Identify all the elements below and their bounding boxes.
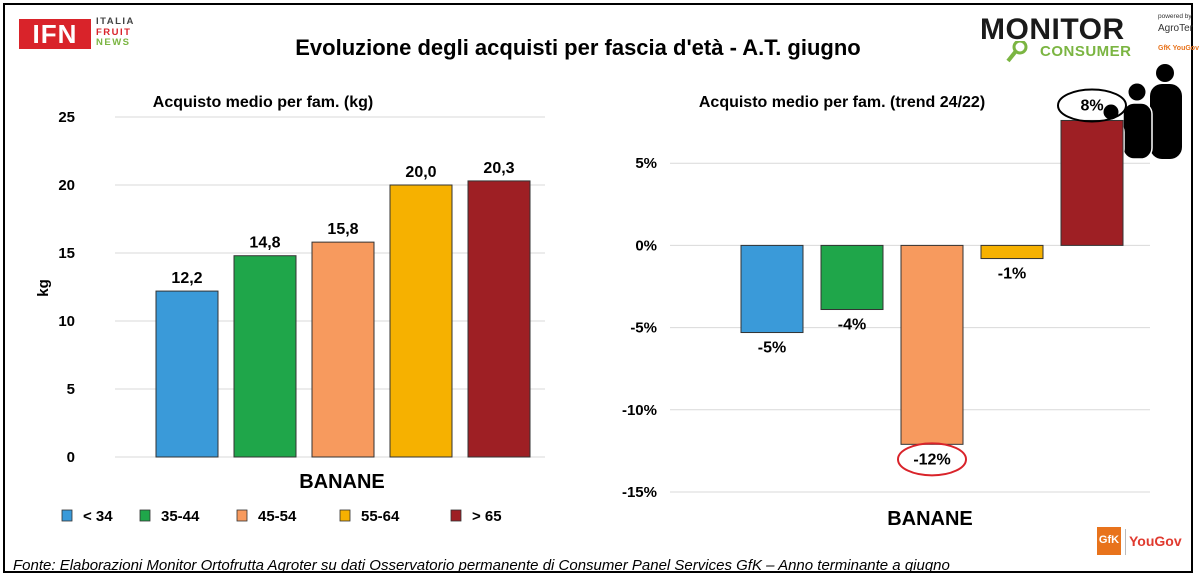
agroter-label: AgroTer xyxy=(1158,23,1194,34)
magnifier-icon xyxy=(1006,41,1028,63)
right-chart-y-tick: -10% xyxy=(622,402,657,419)
gfk-logo: GfK xyxy=(1097,527,1121,555)
right-chart-data-label: -5% xyxy=(758,340,786,357)
yougov-logo: YouGov xyxy=(1129,533,1182,549)
left-chart-y-tick: 0 xyxy=(67,449,75,466)
left-chart-bar xyxy=(155,290,219,458)
ifn-logo-line-1: ITALIA xyxy=(96,16,135,27)
right-chart-bar xyxy=(740,244,804,334)
left-chart-title: Acquisto medio per fam. (kg) xyxy=(153,94,373,111)
logo-separator xyxy=(1125,529,1126,555)
right-chart-y-tick: -5% xyxy=(630,320,657,337)
legend-label: 35-44 xyxy=(161,508,200,525)
powered-by-label: powered by xyxy=(1158,13,1192,20)
left-chart-y-label: kg xyxy=(35,279,52,297)
left-chart-y-axis: 0 5 10 15 20 25 xyxy=(58,109,75,466)
monitor-logo-word: MONITOR xyxy=(980,13,1125,46)
gfk-yougov-logo: GfK YouGov xyxy=(1095,525,1195,561)
left-chart-y-tick: 25 xyxy=(58,109,75,126)
right-chart-data-label: -12% xyxy=(913,451,950,468)
left-chart-bars: 12,2 14,8 15,8 20,0 20,3 xyxy=(155,160,531,458)
left-chart-data-label: 15,8 xyxy=(327,221,358,238)
ifn-logo-mark: IFN xyxy=(19,19,91,49)
right-chart-data-label: -1% xyxy=(998,266,1026,283)
monitor-consumer-logo: MONITOR CONSUMER powered by AgroTer GfK … xyxy=(980,13,1200,63)
legend-label: 45-54 xyxy=(258,508,297,525)
left-chart-data-label: 12,2 xyxy=(171,270,202,287)
right-chart-bar xyxy=(900,244,964,445)
legend-swatch xyxy=(139,509,151,522)
highlight-ellipse xyxy=(897,442,967,477)
right-chart-y-axis: -15% -10% -5% 0% 5% xyxy=(622,155,657,501)
right-chart-y-tick: 5% xyxy=(635,155,657,172)
right-chart-x-label: BANANE xyxy=(887,508,973,530)
left-chart-bar xyxy=(233,255,297,458)
ifn-logo-line-2: FRUIT xyxy=(96,26,132,38)
source-footnote: Fonte: Elaborazioni Monitor Ortofrutta A… xyxy=(13,557,950,574)
left-chart-bar xyxy=(389,184,453,458)
legend-label: 55-64 xyxy=(361,508,400,525)
right-chart-bars: -5% -4% -12% -1% 8% xyxy=(740,88,1127,477)
right-chart-title: Acquisto medio per fam. (trend 24/22) xyxy=(699,94,985,111)
right-chart-y-tick: 0% xyxy=(635,237,657,254)
legend-swatch xyxy=(450,509,462,522)
legend-label: < 34 xyxy=(83,508,113,525)
left-chart-y-tick: 5 xyxy=(67,381,75,398)
right-chart-bar xyxy=(1060,119,1124,246)
right-chart-y-tick: -15% xyxy=(622,484,657,501)
ifn-logo-line-3: NEWS xyxy=(96,37,131,48)
legend-swatch xyxy=(61,509,73,522)
left-chart-data-label: 14,8 xyxy=(249,235,280,252)
page-title: Evoluzione degli acquisti per fascia d'e… xyxy=(295,35,861,60)
left-chart-bar xyxy=(467,180,531,458)
ifn-logo: IFN ITALIA FRUIT NEWS xyxy=(19,16,159,53)
consumer-logo-word: CONSUMER xyxy=(1040,43,1132,60)
right-chart-bar xyxy=(980,244,1044,260)
highlight-ellipse xyxy=(1057,88,1127,123)
left-chart-data-label: 20,0 xyxy=(405,164,436,181)
chart-frame: IFN ITALIA FRUIT NEWS Evoluzione degli a… xyxy=(3,3,1199,574)
right-chart-bar xyxy=(820,244,884,311)
charts-canvas: Acquisto medio per fam. (kg) Acquisto me… xyxy=(35,88,1150,530)
right-chart-data-label: -4% xyxy=(838,317,866,334)
gfk-yougov-small-label: GfK YouGov xyxy=(1158,45,1199,52)
left-chart-y-tick: 15 xyxy=(58,245,75,262)
legend-label: > 65 xyxy=(472,508,502,525)
legend-swatch xyxy=(339,509,351,522)
legend: < 34 35-44 45-54 55-64 > 65 xyxy=(61,508,502,525)
left-chart-data-label: 20,3 xyxy=(483,160,514,177)
left-chart-x-label: BANANE xyxy=(299,471,385,493)
left-chart-y-tick: 20 xyxy=(58,177,75,194)
legend-swatch xyxy=(236,509,248,522)
left-chart-bar xyxy=(311,241,375,458)
right-chart-data-label: 8% xyxy=(1080,97,1103,114)
left-chart-y-tick: 10 xyxy=(58,313,75,330)
